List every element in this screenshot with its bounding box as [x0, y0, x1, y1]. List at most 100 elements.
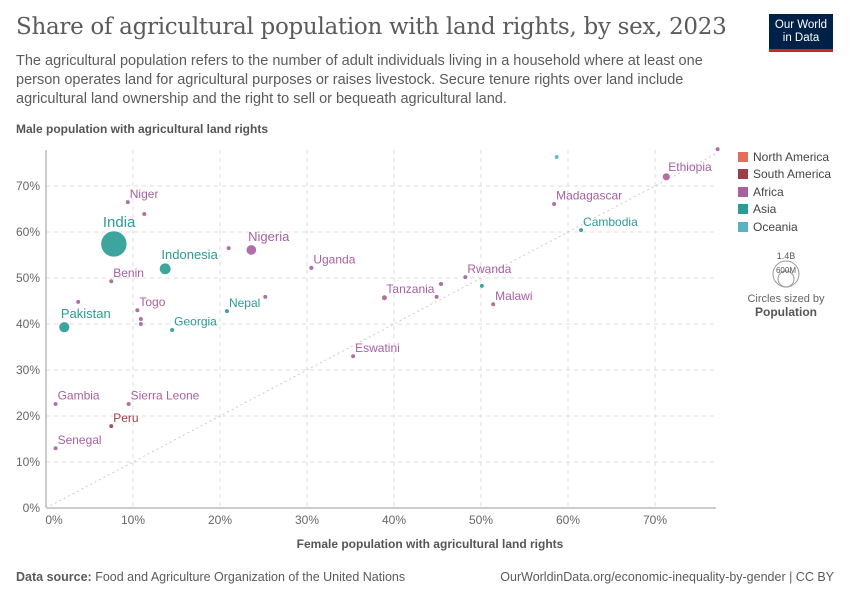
- point-label: Benin: [113, 266, 144, 280]
- data-point[interactable]: [159, 262, 172, 275]
- legend-item-oceania[interactable]: Oceania: [738, 218, 831, 236]
- data-point[interactable]: [245, 244, 257, 256]
- source-label: Data source:: [16, 570, 92, 584]
- data-point[interactable]: [52, 401, 59, 407]
- data-point[interactable]: [141, 211, 147, 217]
- data-point[interactable]: [350, 353, 356, 359]
- legend-label: North America: [753, 149, 830, 164]
- data-point[interactable]: [551, 201, 557, 207]
- size-legend: 1.4B 600M Circles sized by Population: [738, 250, 834, 319]
- data-point[interactable]: [462, 274, 468, 280]
- point-label: India: [103, 214, 136, 231]
- y-tick-label: 50%: [16, 271, 40, 285]
- data-point[interactable]: [490, 301, 496, 307]
- chart-subtitle: The agricultural population refers to th…: [16, 53, 703, 107]
- data-point[interactable]: [100, 230, 128, 258]
- data-point[interactable]: [662, 172, 671, 181]
- data-point[interactable]: [715, 146, 721, 152]
- data-point[interactable]: [108, 278, 114, 284]
- data-point[interactable]: [108, 423, 114, 429]
- y-tick-label: 10%: [16, 455, 40, 469]
- owid-logo[interactable]: Our World in Data: [769, 14, 833, 52]
- point-label: Eswatini: [355, 341, 400, 355]
- point-label: Malawi: [495, 289, 532, 303]
- legend-item-asia[interactable]: Asia: [738, 201, 831, 219]
- point-label: Rwanda: [467, 262, 511, 276]
- size-legend-title: Circles sized by: [747, 293, 825, 305]
- data-point[interactable]: [578, 227, 584, 233]
- y-tick-label: 70%: [16, 179, 40, 193]
- legend-swatch: [738, 169, 748, 180]
- data-point[interactable]: [52, 445, 59, 451]
- source-url[interactable]: OurWorldinData.org/economic-inequality-b…: [500, 570, 834, 584]
- data-point[interactable]: [58, 321, 70, 333]
- legend-swatch: [738, 221, 748, 232]
- source-text: Food and Agriculture Organization of the…: [95, 570, 406, 584]
- point-label: Nigeria: [248, 229, 290, 244]
- legend-swatch: [738, 151, 748, 162]
- x-tick-label: 70%: [643, 513, 667, 527]
- point-label: Ethiopia: [668, 160, 712, 174]
- y-tick-label: 20%: [16, 409, 40, 423]
- region-legend: North America South America Africa Asia …: [738, 148, 831, 236]
- point-label: Peru: [113, 411, 138, 425]
- data-point[interactable]: [169, 327, 175, 333]
- legend-label: Africa: [753, 184, 784, 199]
- y-tick-label: 30%: [16, 363, 40, 377]
- x-tick-label: 50%: [469, 513, 493, 527]
- legend-item-north-america[interactable]: North America: [738, 148, 831, 166]
- point-label: Pakistan: [61, 306, 111, 321]
- data-point[interactable]: [434, 294, 440, 300]
- size-legend-circles: 1.4B 600M: [772, 251, 800, 288]
- x-tick-label: 40%: [382, 513, 406, 527]
- point-label: Uganda: [313, 252, 355, 266]
- point-label: Georgia: [174, 315, 217, 329]
- y-axis-label: Male population with agricultural land r…: [16, 122, 269, 136]
- legend-item-africa[interactable]: Africa: [738, 183, 831, 201]
- size-label-small: 600M: [776, 266, 796, 275]
- point-label: Indonesia: [161, 247, 218, 262]
- data-point[interactable]: [126, 401, 132, 407]
- data-point[interactable]: [75, 299, 81, 305]
- x-tick-label: 30%: [295, 513, 319, 527]
- legend-item-south-america[interactable]: South America: [738, 166, 831, 184]
- data-point[interactable]: [224, 308, 230, 314]
- chart-title: Share of agricultural population with la…: [16, 14, 727, 40]
- size-circle-small: [777, 270, 795, 288]
- size-legend-variable: Population: [755, 305, 817, 319]
- point-label: Senegal: [58, 433, 102, 447]
- point-label: Nepal: [229, 296, 260, 310]
- point-label: Tanzania: [386, 282, 434, 296]
- reference-line: [45, 153, 717, 509]
- data-point[interactable]: [138, 316, 144, 322]
- x-tick-label: 20%: [208, 513, 232, 527]
- data-source: Data source: Food and Agriculture Organi…: [16, 570, 405, 584]
- legend-label: Oceania: [753, 219, 798, 234]
- x-tick-label: 0%: [45, 513, 63, 527]
- point-label: Sierra Leone: [131, 389, 200, 403]
- point-label: Cambodia: [583, 215, 638, 229]
- data-point[interactable]: [438, 281, 444, 287]
- data-point[interactable]: [554, 154, 560, 160]
- point-label: Togo: [139, 295, 165, 309]
- x-tick-label: 60%: [556, 513, 580, 527]
- data-point[interactable]: [479, 283, 485, 289]
- data-point[interactable]: [125, 199, 131, 205]
- size-label-large: 1.4B: [777, 251, 796, 261]
- point-label: Gambia: [58, 389, 100, 403]
- legend-label: South America: [753, 167, 832, 182]
- x-axis-label: Female population with agricultural land…: [296, 537, 564, 551]
- data-point[interactable]: [262, 294, 268, 300]
- data-point[interactable]: [381, 294, 388, 301]
- legend-swatch: [738, 186, 748, 197]
- data-point[interactable]: [226, 245, 232, 251]
- y-tick-label: 60%: [16, 225, 40, 239]
- y-tick-label: 40%: [16, 317, 40, 331]
- data-point[interactable]: [138, 321, 144, 327]
- legend-swatch: [738, 204, 748, 215]
- data-point[interactable]: [308, 265, 315, 271]
- legend-label: Asia: [753, 202, 777, 217]
- data-point[interactable]: [134, 307, 140, 313]
- x-tick-label: 10%: [121, 513, 145, 527]
